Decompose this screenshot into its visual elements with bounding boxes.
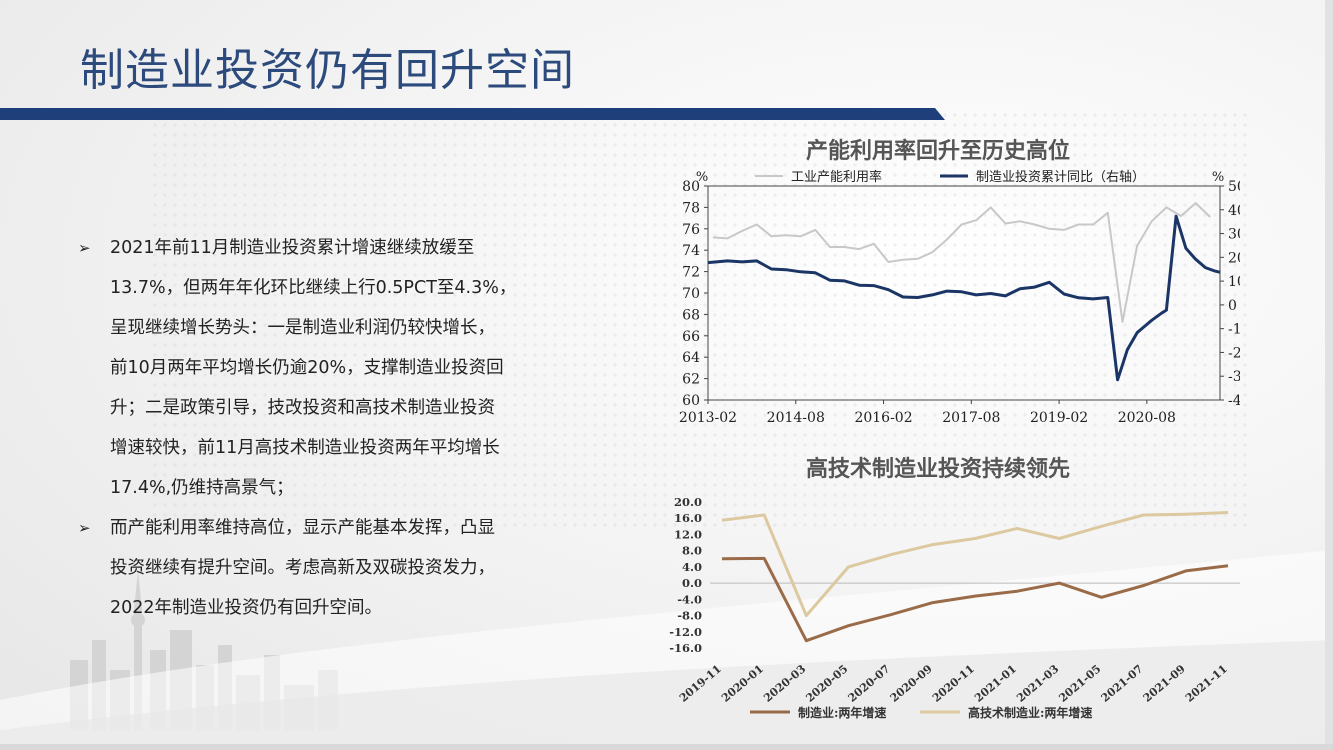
y-axis-tick-label: -4.0	[677, 592, 702, 606]
arrow-bullet-icon: ➢	[78, 519, 91, 537]
x-axis-tick-label: 2021-01	[972, 662, 1019, 704]
left-axis-tick-label: 72	[682, 265, 700, 281]
y-axis-tick-label: 16.0	[674, 511, 702, 525]
x-axis-tick-label: 2021-11	[1183, 662, 1230, 704]
chart1-title: 产能利用率回升至历史高位	[806, 139, 1071, 164]
right-axis-tick-label: -40	[1228, 393, 1240, 409]
x-axis-tick-label: 2020-05	[803, 662, 850, 704]
bottom-strip	[0, 744, 1333, 750]
x-axis-tick-label: 2020-09	[888, 662, 935, 704]
series-line-2	[707, 214, 1221, 382]
x-axis-tick-label: 2021-09	[1141, 662, 1188, 704]
x-axis-tick-label: 2021-03	[1014, 662, 1061, 704]
right-frame	[1325, 0, 1333, 750]
bullet-line: 13.7%，但两年年化环比继续上行0.5PCT至4.3%，	[110, 278, 517, 298]
right-axis-tick-label: 40	[1228, 203, 1240, 219]
series-line-1	[712, 202, 1211, 323]
right-axis-unit: %	[1212, 170, 1224, 185]
world-map-decoration	[150, 110, 1250, 530]
left-axis-tick-label: 64	[682, 350, 700, 366]
bullet-line: 升；二是政策引导，技改投资和高技术制造业投资	[110, 398, 495, 418]
left-axis-tick-label: 78	[682, 200, 700, 216]
left-axis-unit: %	[696, 170, 708, 185]
capacity-utilization-chart: 80 78 76 74 72 70 68 66 64 62 60 50 40 30 20 10 0 -10 -20 -…	[679, 169, 1240, 426]
series-line-1	[721, 556, 1229, 643]
chart2-title: 高技术制造业投资持续领先	[806, 457, 1071, 482]
y-axis-tick-label: 0.0	[682, 576, 702, 590]
bullet-line: 2021年前11月制造业投资累计增速继续放缓至	[110, 238, 475, 258]
right-axis-tick-label: 50	[1228, 179, 1240, 195]
left-axis-tick-label: 80	[682, 179, 700, 195]
right-axis-tick-label: -30	[1228, 369, 1240, 385]
bullet-line: 而产能利用率维持高位，显示产能基本发挥，凸显	[110, 518, 495, 538]
right-axis-tick-label: -10	[1228, 322, 1240, 338]
right-axis-tick-label: 20	[1228, 250, 1240, 266]
legend-label-1: 制造业:两年增速	[798, 705, 886, 720]
x-axis-tick-label: 2020-07	[846, 662, 893, 704]
x-axis-tick-label: 2014-08	[767, 410, 825, 426]
high-tech-investment-chart: 20.0 16.0 12.0 8.0 4.0 0.0 -4.0 -8.0 -12.0 -16.0 2…	[669, 495, 1240, 720]
bullet-line: 投资继续有提升空间。考虑高新及双碳投资发力，	[110, 558, 495, 578]
x-axis-tick-label: 2020-01	[719, 662, 766, 704]
bullet-point-2: ➢ 而产能利用率维持高位，显示产能基本发挥，凸显 投资继续有提升空间。考虑高新及…	[78, 508, 608, 628]
y-axis-tick-label: -12.0	[669, 625, 702, 639]
right-axis-tick-label: -20	[1228, 345, 1240, 361]
legend-label-1: 工业产能利用率	[791, 169, 882, 185]
x-axis-tick-label: 2020-08	[1118, 410, 1176, 426]
right-axis-tick-label: 0	[1228, 298, 1237, 314]
left-axis-tick-label: 62	[682, 372, 700, 388]
legend-label-2: 高技术制造业:两年增速	[968, 705, 1092, 720]
arrow-bullet-icon: ➢	[78, 239, 91, 257]
bullet-line: 2022年制造业投资仍有回升空间。	[110, 598, 383, 618]
bullet-line: 17.4%,仍维持高景气；	[110, 478, 294, 498]
title-underline-bar	[0, 108, 945, 120]
left-axis-tick-label: 68	[682, 307, 700, 323]
series-line-2	[721, 511, 1229, 618]
x-axis-tick-label: 2020-03	[761, 662, 808, 704]
x-axis-tick-label: 2019-02	[1030, 410, 1088, 426]
y-axis-tick-label: -8.0	[677, 609, 702, 623]
left-axis-tick-label: 60	[682, 393, 700, 409]
left-axis-tick-label: 76	[682, 222, 700, 238]
x-axis-tick-label: 2021-07	[1099, 662, 1146, 704]
x-axis-tick-label: 2016-02	[854, 410, 912, 426]
y-axis-tick-label: 12.0	[674, 527, 702, 541]
y-axis-tick-label: 8.0	[682, 544, 702, 558]
y-axis-tick-label: 4.0	[682, 560, 702, 574]
y-axis-tick-label: 20.0	[674, 495, 702, 509]
page-title: 制造业投资仍有回升空间	[80, 45, 575, 96]
body-text: ➢ 2021年前11月制造业投资累计增速继续放缓至 13.7%，但两年年化环比继…	[78, 228, 608, 628]
bullet-line: 增速较快，前11月高技术制造业投资两年平均增长	[110, 438, 500, 458]
y-axis-tick-label: -16.0	[669, 641, 702, 655]
bullet-line: 呈现继续增长势头：一是制造业利润仍较快增长，	[110, 318, 495, 338]
right-axis-tick-label: 10	[1228, 274, 1240, 290]
x-axis-tick-label: 2017-08	[942, 410, 1000, 426]
wave-decoration	[0, 550, 1333, 750]
x-axis-tick-label: 2013-02	[679, 410, 737, 426]
x-axis-tick-label: 2020-11	[930, 662, 977, 704]
left-axis-tick-label: 74	[682, 243, 700, 259]
legend-label-2: 制造业投资累计同比（右轴）	[976, 169, 1145, 185]
right-axis-tick-label: 30	[1228, 227, 1240, 243]
left-axis-tick-label: 70	[682, 286, 700, 302]
bullet-line: 前10月两年平均增长仍逾20%，支撑制造业投资回	[110, 358, 504, 378]
bullet-point-1: ➢ 2021年前11月制造业投资累计增速继续放缓至 13.7%，但两年年化环比继…	[78, 228, 608, 508]
x-axis-tick-label: 2019-11	[677, 662, 724, 704]
x-axis-tick-label: 2021-05	[1056, 662, 1103, 704]
left-axis-tick-label: 66	[682, 329, 700, 345]
